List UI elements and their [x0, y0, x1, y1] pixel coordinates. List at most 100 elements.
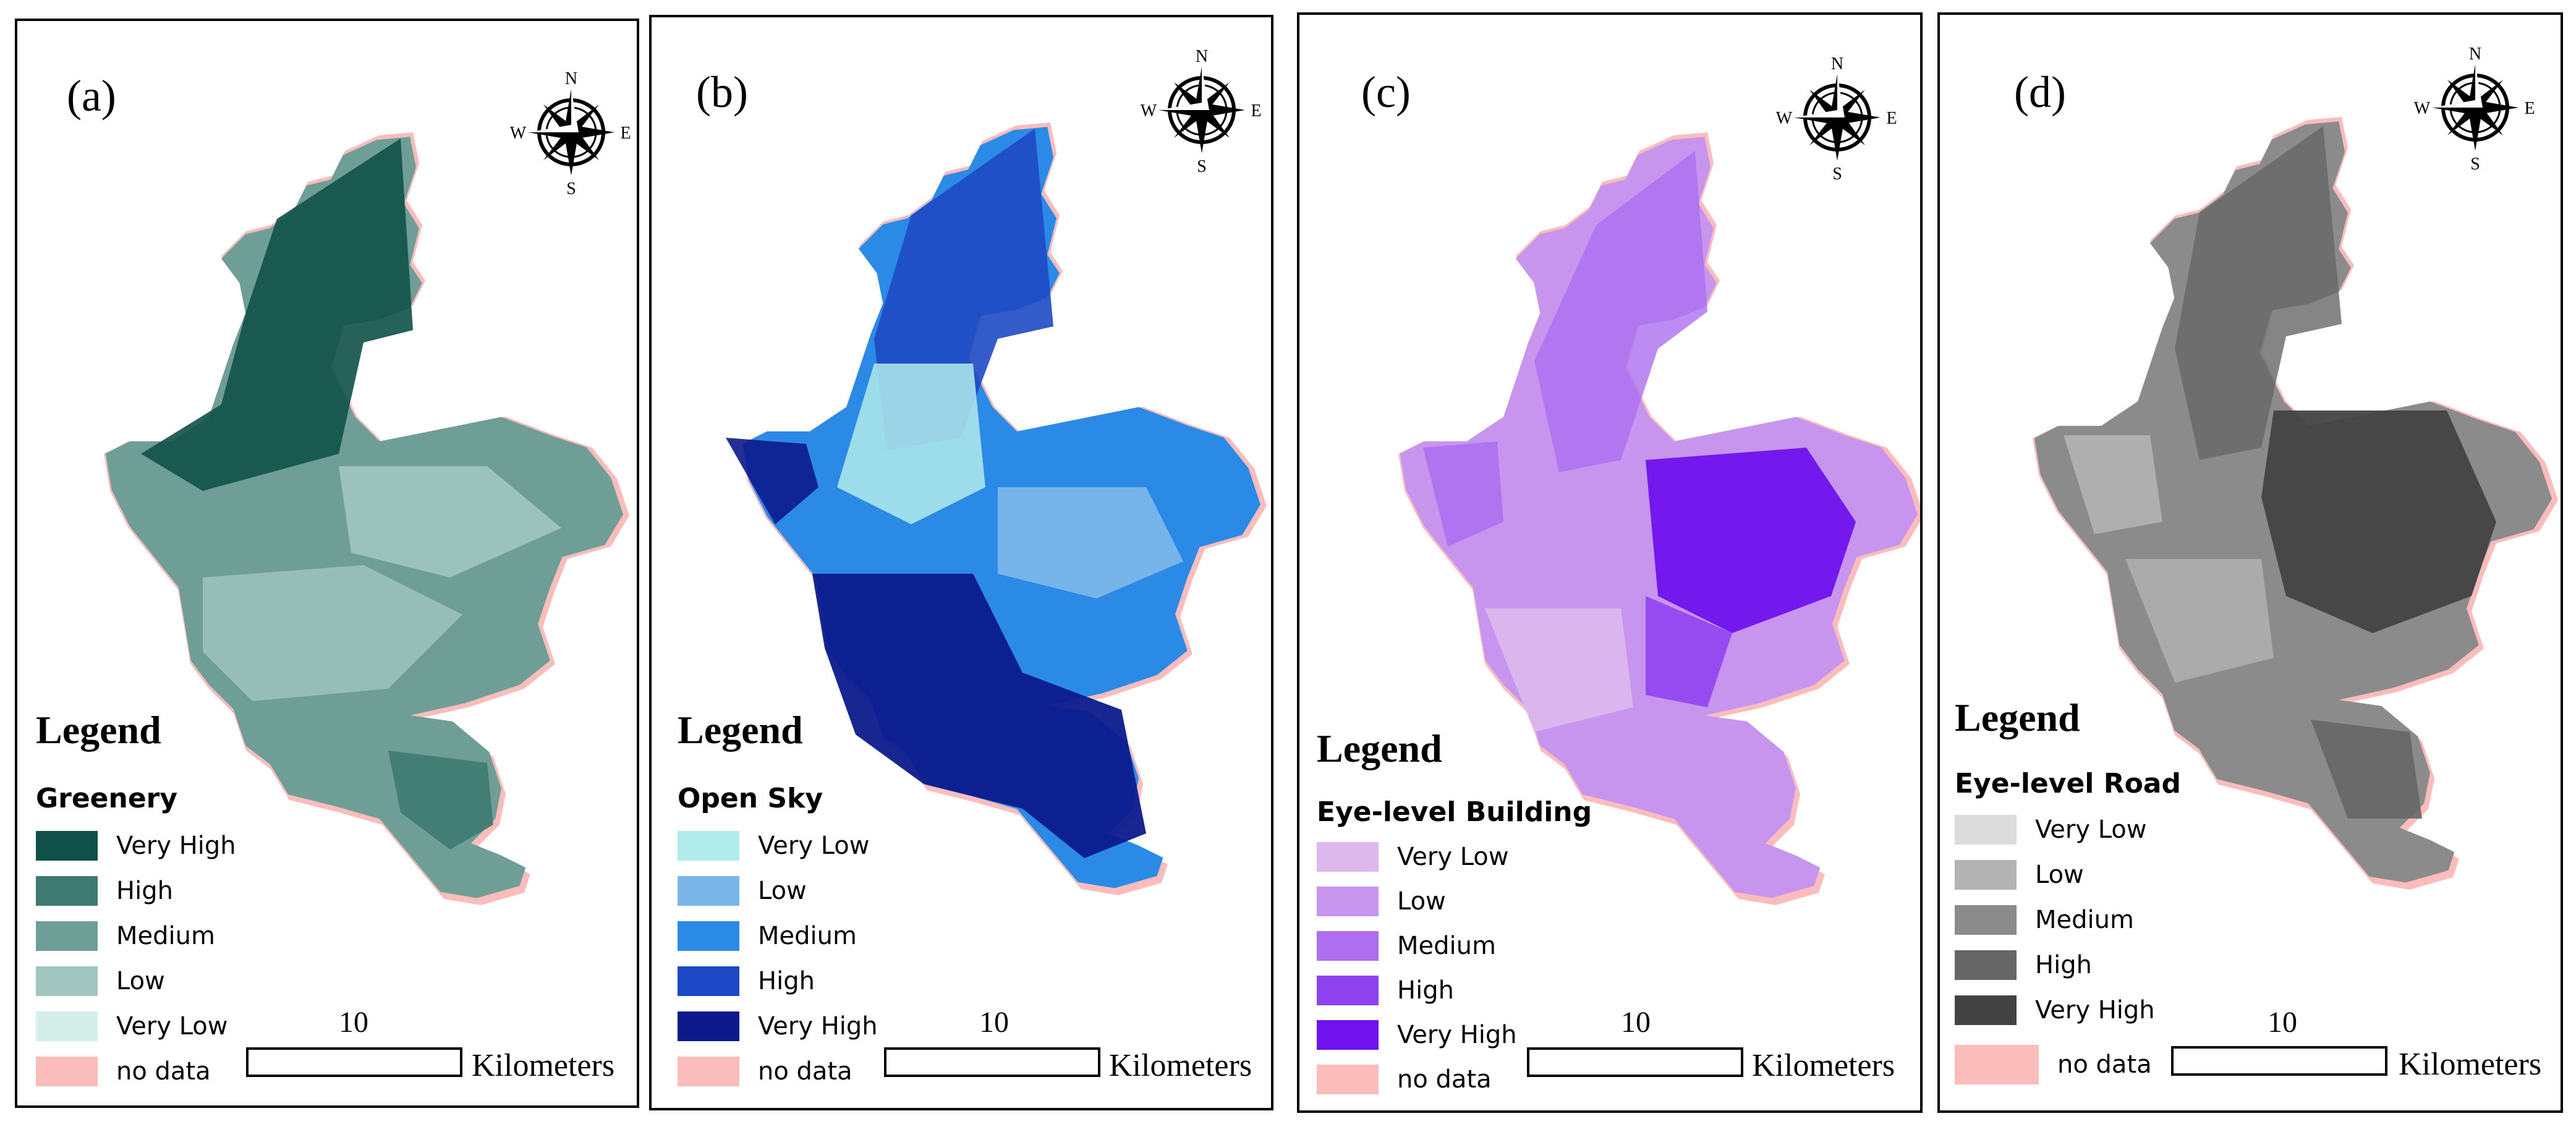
legend-swatch — [678, 876, 739, 906]
legend-swatch — [678, 966, 739, 996]
legend-swatch — [1955, 815, 2017, 845]
legend-item: Medium — [36, 920, 215, 952]
legend-item: Very Low — [678, 830, 869, 862]
legend-label: Low — [1397, 887, 1446, 916]
legend-swatch — [678, 831, 739, 861]
compass-w: W — [1141, 101, 1157, 121]
legend-subtitle: Greenery — [36, 783, 178, 814]
legend-item: Medium — [1317, 930, 1496, 962]
compass-s: S — [2470, 155, 2480, 174]
panel-a: (a) N S W E Legend Greenery Very High Hi… — [15, 19, 639, 1108]
legend-swatch — [1317, 1065, 1379, 1094]
map-eye-level-building — [1398, 132, 1920, 905]
scale-bar — [884, 1047, 1100, 1077]
compass-icon: N S W E — [510, 69, 631, 198]
legend-title: Legend — [1955, 696, 2080, 739]
legend-label: Low — [2035, 861, 2084, 889]
legend-swatch — [1317, 976, 1379, 1005]
legend-label: Very Low — [758, 832, 870, 860]
legend-item: Medium — [1955, 904, 2134, 936]
compass-w: W — [1776, 109, 1793, 128]
scale-unit: Kilometers — [1109, 1048, 1252, 1083]
compass-w: W — [2414, 99, 2431, 118]
scale-value: 10 — [339, 1006, 368, 1039]
scale-unit: Kilometers — [472, 1048, 615, 1083]
legend-swatch — [36, 876, 98, 906]
legend-item: no data — [1955, 1045, 2152, 1084]
map-open-sky — [726, 122, 1267, 895]
legend-title: Legend — [678, 708, 803, 752]
legend-label: no data — [2057, 1050, 2152, 1079]
compass-icon: N S W E — [2414, 45, 2535, 174]
panel-d: (d) N S W E Legend Eye-level Road Very L… — [1937, 12, 2563, 1113]
legend-subtitle: Eye-level Building — [1317, 796, 1592, 828]
legend-title: Legend — [36, 708, 161, 752]
scale-value: 10 — [979, 1006, 1009, 1039]
legend-swatch — [678, 1011, 739, 1041]
legend-label: Very High — [2035, 996, 2155, 1024]
scale-bar — [1527, 1047, 1743, 1077]
legend-label: High — [116, 877, 173, 905]
compass-e: E — [1251, 101, 1261, 121]
legend-label: Medium — [2035, 906, 2134, 934]
scale-bar — [246, 1047, 462, 1077]
compass-n: N — [1196, 47, 1208, 66]
scale-unit: Kilometers — [2399, 1047, 2542, 1082]
compass-e: E — [2524, 99, 2535, 118]
legend-item: Very Low — [1317, 841, 1508, 873]
legend-swatch — [36, 966, 98, 996]
legend-swatch — [1317, 887, 1379, 916]
legend-swatch — [1955, 950, 2017, 980]
legend-item: no data — [36, 1055, 211, 1088]
legend-item: no data — [678, 1055, 852, 1088]
legend-swatch — [678, 1057, 739, 1086]
legend-item: Very Low — [36, 1010, 227, 1042]
panel-label: (c) — [1361, 67, 1411, 117]
compass-s: S — [1832, 164, 1842, 184]
compass-icon: N S W E — [1776, 54, 1897, 184]
compass-icon: N S W E — [1141, 47, 1262, 176]
legend-swatch — [1317, 1020, 1379, 1050]
legend-label: High — [2035, 951, 2092, 979]
legend-item: Very High — [678, 1010, 878, 1042]
legend-swatch — [36, 1011, 98, 1041]
legend-label: no data — [116, 1057, 211, 1086]
legend-label: Very Low — [116, 1012, 228, 1041]
scale-value: 10 — [1621, 1006, 1651, 1039]
scale-bar — [2171, 1046, 2387, 1076]
scale-value: 10 — [2268, 1006, 2297, 1039]
legend-swatch — [1317, 842, 1379, 872]
panel-c: (c) N S W E Legend Eye-level Building Ve… — [1297, 12, 1923, 1113]
legend-swatch — [1317, 931, 1379, 961]
scale-unit: Kilometers — [1752, 1048, 1895, 1083]
legend-label: Medium — [758, 922, 857, 950]
legend-label: no data — [1397, 1065, 1492, 1094]
legend-item: no data — [1317, 1063, 1492, 1096]
compass-e: E — [620, 124, 631, 143]
legend-label: Very Low — [1397, 843, 1509, 871]
legend-item: High — [36, 875, 173, 907]
legend-label: Low — [758, 877, 807, 905]
legend-item: Very High — [36, 830, 236, 862]
compass-s: S — [566, 179, 576, 198]
legend-item: Low — [1317, 885, 1446, 918]
legend-label: Very High — [758, 1012, 878, 1041]
legend-swatch — [678, 921, 739, 951]
legend-label: Very High — [116, 832, 236, 860]
compass-n: N — [565, 69, 577, 88]
legend-swatch — [36, 1057, 98, 1086]
legend-item: Low — [1955, 859, 2084, 891]
legend-item: High — [1317, 974, 1454, 1007]
compass-e: E — [1886, 109, 1897, 128]
legend-item: Very High — [1317, 1019, 1517, 1051]
legend-subtitle: Open Sky — [678, 783, 823, 814]
panel-label: (b) — [696, 67, 748, 117]
legend-label: Very Low — [2035, 815, 2147, 844]
legend-subtitle: Eye-level Road — [1955, 768, 2181, 799]
map-greenery — [104, 132, 629, 905]
compass-n: N — [2469, 45, 2481, 64]
legend-label: Low — [116, 967, 165, 995]
legend-label: High — [1397, 976, 1454, 1005]
legend-item: Medium — [678, 920, 857, 952]
map-eye-level-road — [2033, 117, 2558, 890]
